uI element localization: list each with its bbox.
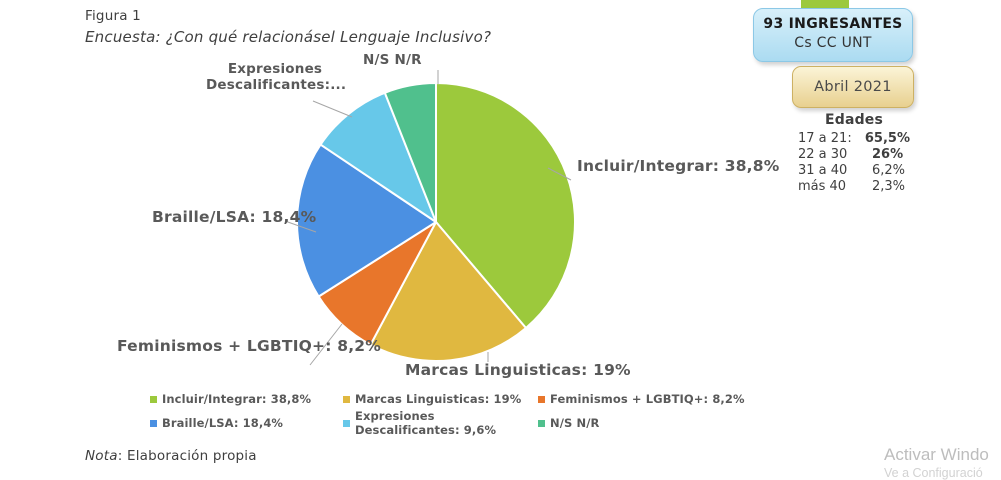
edades-row-label: 17 a 21: bbox=[798, 131, 852, 146]
note-prefix: Nota bbox=[85, 448, 118, 464]
edades-row-17-21: 17 a 21: 65,5% bbox=[798, 131, 910, 147]
edades-row-22-30: 22 a 30 26% bbox=[798, 147, 910, 163]
pie-slice-incluir-integrar bbox=[435, 82, 576, 329]
edades-row-mas-40: más 40 2,3% bbox=[798, 179, 910, 195]
edades-row-value: 2,3% bbox=[872, 179, 906, 194]
edades-row-value: 26% bbox=[872, 147, 904, 162]
legend-item-braille: Braille/LSA: 18,4% bbox=[150, 416, 343, 430]
figure-number: Figura 1 bbox=[85, 8, 141, 24]
legend-label-incluir: Incluir/Integrar: 38,8% bbox=[162, 392, 312, 406]
edades-row-label: 22 a 30 bbox=[798, 147, 848, 162]
edades-row-label: 31 a 40 bbox=[798, 163, 848, 178]
legend-label-expresiones: Expresiones Descalificantes: 9,6% bbox=[355, 409, 497, 437]
pie-slice-braille-lsa bbox=[296, 143, 437, 298]
pie-label-marcas: Marcas Linguisticas: 19% bbox=[405, 361, 631, 379]
legend-item-nsnr: N/S N/R bbox=[538, 416, 600, 430]
pie-label-feminismos: Feminismos + LGBTIQ+: 8,2% bbox=[117, 337, 382, 355]
edades-row-label: más 40 bbox=[798, 179, 847, 194]
legend-row-2: Braille/LSA: 18,4% Expresiones Descalifi… bbox=[150, 409, 600, 437]
legend-swatch-nsnr bbox=[538, 419, 545, 427]
pie-slice-expresiones-descalificantes bbox=[319, 91, 437, 223]
edades-row-value: 6,2% bbox=[872, 163, 906, 178]
legend-label-marcas: Marcas Linguisticas: 19% bbox=[355, 392, 522, 406]
edades-row-value: 65,5% bbox=[864, 131, 910, 146]
edades-table: Edades 17 a 21: 65,5% 22 a 30 26% 31 a 4… bbox=[798, 112, 910, 195]
leader-line bbox=[309, 323, 343, 366]
source-note: Nota: Elaboración propia bbox=[85, 448, 257, 464]
pie-label-nsnr: N/S N/R bbox=[363, 52, 422, 68]
figure-title: Encuesta: ¿Con qué relacionásel Lenguaje… bbox=[85, 28, 492, 46]
legend-swatch-marcas bbox=[343, 395, 350, 403]
legend-item-incluir: Incluir/Integrar: 38,8% bbox=[150, 392, 343, 406]
edades-title: Edades bbox=[824, 112, 884, 128]
pie-label-incluir: Incluir/Integrar: 38,8% bbox=[577, 157, 780, 175]
leader-line bbox=[547, 167, 572, 181]
legend-item-expresiones: Expresiones Descalificantes: 9,6% bbox=[343, 409, 538, 437]
ingresantes-institution: Cs CC UNT bbox=[794, 35, 872, 51]
pie-label-braille: Braille/LSA: 18,4% bbox=[152, 208, 317, 226]
pie-slice-n-s-n-r bbox=[383, 82, 437, 223]
legend-item-marcas: Marcas Linguisticas: 19% bbox=[343, 392, 538, 406]
legend-label-nsnr: N/S N/R bbox=[550, 416, 600, 430]
ingresantes-box: 93 INGRESANTES Cs CC UNT bbox=[753, 8, 913, 62]
pie-label-expresiones-line1: Expresiones bbox=[227, 61, 323, 77]
ingresantes-count: 93 INGRESANTES bbox=[763, 16, 903, 32]
date-box: Abril 2021 bbox=[792, 66, 914, 108]
leader-line bbox=[312, 100, 353, 118]
legend-label-feminismos: Feminismos + LGBTIQ+: 8,2% bbox=[550, 392, 745, 406]
legend-swatch-expresiones bbox=[343, 419, 350, 427]
pie-label-expresiones: Expresiones Descalificantes:... bbox=[206, 61, 347, 93]
legend-swatch-braille bbox=[150, 419, 157, 427]
windows-activation-watermark-line2: Ve a Configuració bbox=[884, 466, 983, 480]
legend-label-braille: Braille/LSA: 18,4% bbox=[162, 416, 284, 430]
pie-slice-marcas-linguisticas bbox=[369, 221, 527, 363]
note-text: : Elaboración propia bbox=[117, 448, 257, 464]
leader-line bbox=[284, 220, 317, 233]
figure-title-block: Figura 1 Encuesta: ¿Con qué relacionásel… bbox=[85, 8, 491, 46]
legend-item-feminismos: Feminismos + LGBTIQ+: 8,2% bbox=[538, 392, 745, 406]
pie-label-expresiones-line2: Descalificantes:... bbox=[206, 77, 347, 93]
windows-activation-watermark-line1: Activar Windo bbox=[884, 445, 989, 464]
legend-swatch-incluir bbox=[150, 395, 157, 403]
legend-row-1: Incluir/Integrar: 38,8% Marcas Linguisti… bbox=[150, 392, 745, 406]
edades-row-31-40: 31 a 40 6,2% bbox=[798, 163, 910, 179]
legend-swatch-feminismos bbox=[538, 395, 545, 403]
